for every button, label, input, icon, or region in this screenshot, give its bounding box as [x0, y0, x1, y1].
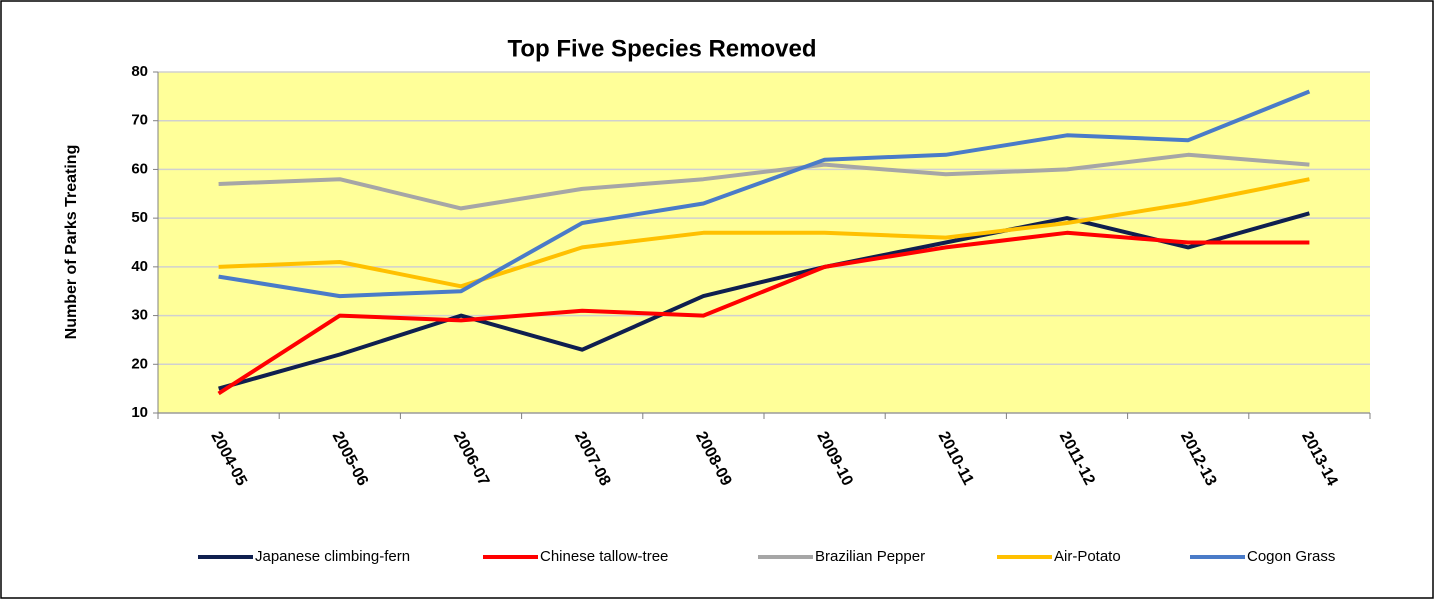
y-tick-label: 40: [131, 258, 148, 275]
y-tick-label: 80: [131, 63, 148, 80]
y-tick-label: 30: [131, 307, 148, 324]
chart-title: Top Five Species Removed: [508, 35, 817, 62]
y-tick-label: 70: [131, 112, 148, 129]
series-line: [217, 230, 1310, 396]
y-tick-label: 10: [131, 404, 148, 421]
y-tick-label: 50: [131, 209, 148, 226]
legend-label: Air-Potato: [1054, 548, 1121, 565]
legend-label: Japanese climbing-fern: [255, 548, 410, 565]
series-line: [218, 152, 1310, 211]
legend-label: Brazilian Pepper: [815, 548, 925, 565]
y-axis-label: Number of Parks Treating: [63, 145, 80, 340]
series-line: [218, 211, 1310, 391]
y-tick-label: 20: [131, 355, 148, 372]
series-line: [218, 177, 1310, 289]
y-tick-label: 60: [131, 160, 148, 177]
legend-label: Chinese tallow-tree: [540, 548, 668, 565]
legend-label: Cogon Grass: [1247, 548, 1335, 565]
series-line: [218, 89, 1311, 299]
